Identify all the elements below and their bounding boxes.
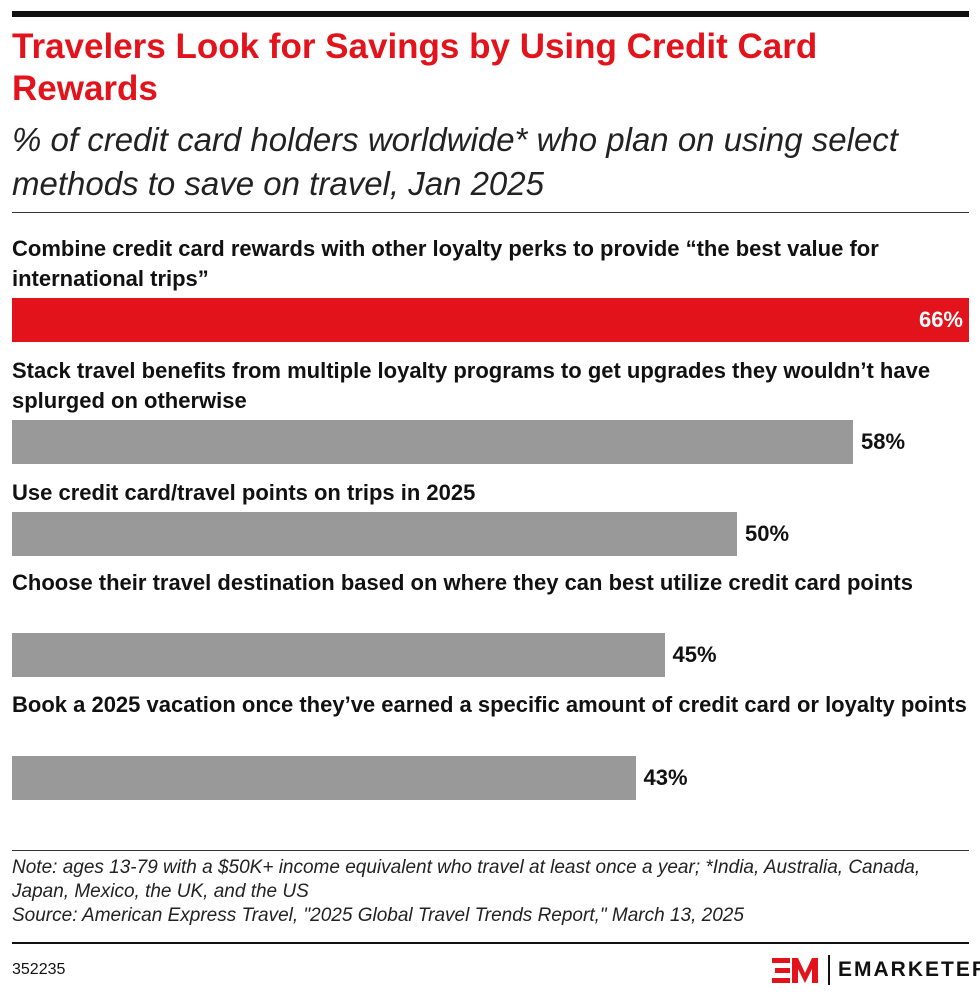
logo-text: EMARKETER	[838, 958, 980, 981]
em-logo-icon	[772, 958, 818, 983]
value-label: 43%	[643, 765, 688, 790]
bar	[12, 420, 853, 464]
bar	[12, 298, 969, 342]
divider	[12, 850, 969, 851]
bar	[12, 633, 665, 677]
chart-id: 352235	[12, 961, 66, 978]
value-label: 45%	[672, 642, 717, 667]
top-bar	[12, 11, 969, 17]
category-label: Use credit card/travel points on trips i…	[12, 480, 476, 505]
value-label: 66%	[918, 307, 963, 332]
chart-subtitle: % of credit card holders worldwide* who …	[12, 121, 898, 202]
value-label: 58%	[861, 429, 906, 454]
chart-title: Travelers Look for Savings by Using Cred…	[12, 27, 818, 108]
note-text: Note: ages 13-79 with a $50K+ income equ…	[12, 857, 921, 902]
source-text: Source: American Express Travel, "2025 G…	[12, 905, 744, 926]
category-label: Stack travel benefits from multiple loya…	[12, 358, 931, 413]
category-label: Choose their travel destination based on…	[12, 570, 913, 595]
emarketer-logo: EMARKETER	[772, 953, 980, 987]
bar	[12, 756, 636, 800]
category-label: Combine credit card rewards with other l…	[12, 236, 879, 291]
value-label: 50%	[745, 521, 790, 546]
bar	[12, 512, 737, 556]
category-label: Book a 2025 vacation once they’ve earned…	[12, 692, 967, 717]
bottom-rule	[12, 942, 969, 944]
notes: Note: ages 13-79 with a $50K+ income equ…	[12, 856, 972, 928]
divider	[12, 212, 969, 213]
